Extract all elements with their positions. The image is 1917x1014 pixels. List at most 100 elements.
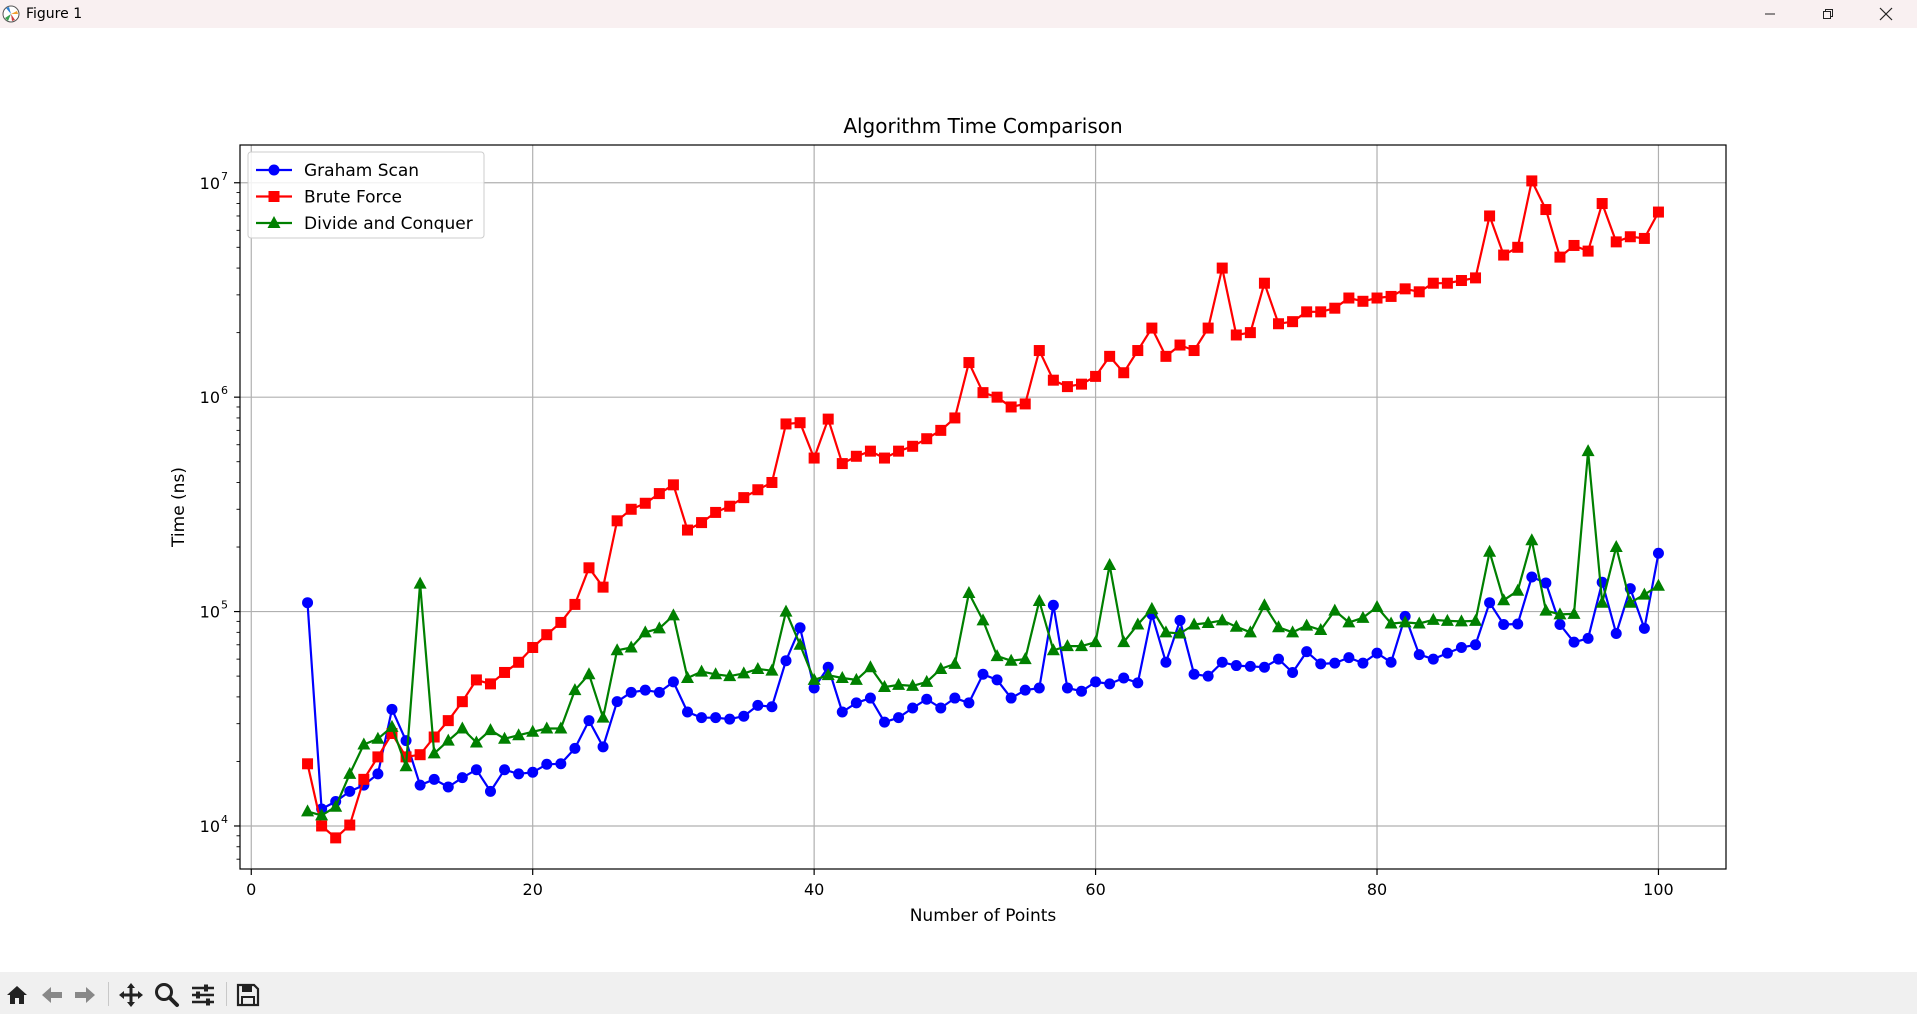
data-point	[780, 418, 792, 430]
data-point	[1061, 682, 1073, 694]
data-point	[1512, 241, 1524, 253]
data-point	[1273, 653, 1285, 665]
home-button[interactable]	[2, 980, 32, 1010]
data-point	[1202, 670, 1214, 682]
close-icon	[1879, 7, 1893, 21]
data-point	[737, 666, 751, 679]
data-point	[1314, 623, 1328, 636]
data-point	[1146, 322, 1158, 334]
data-point	[499, 666, 511, 678]
data-point	[1371, 292, 1383, 304]
zoom-icon	[155, 983, 179, 1007]
back-button[interactable]	[37, 980, 67, 1010]
legend-label: Brute Force	[304, 188, 402, 208]
data-point	[877, 679, 891, 692]
data-point	[893, 712, 905, 724]
series-brute-force	[302, 175, 1664, 844]
data-point	[1426, 612, 1440, 625]
data-point	[555, 616, 567, 628]
data-point	[414, 779, 426, 791]
data-point	[1610, 628, 1622, 640]
data-point	[822, 413, 834, 425]
data-point	[268, 191, 280, 202]
data-point	[1286, 625, 1300, 638]
data-point	[667, 479, 679, 491]
data-point	[1174, 339, 1186, 351]
data-point	[1018, 652, 1032, 665]
data-point	[977, 387, 989, 399]
data-point	[710, 712, 722, 724]
data-point	[1287, 666, 1299, 678]
data-point	[1623, 595, 1637, 608]
data-point	[1470, 272, 1482, 284]
figure-canvas[interactable]: 0 20 40 60 80 100 10 4 10 5 10 6 10 7 Algorithm Time …	[0, 28, 1917, 972]
legend-label: Graham Scan	[304, 161, 419, 181]
matplotlib-logo-icon	[2, 5, 20, 23]
series-line	[306, 553, 1660, 811]
data-point	[934, 661, 948, 674]
data-point	[1595, 595, 1609, 608]
data-point	[611, 515, 623, 527]
data-point	[610, 643, 624, 656]
data-point	[1117, 635, 1131, 648]
data-point	[413, 576, 427, 589]
data-point	[1019, 398, 1031, 410]
close-button[interactable]	[1857, 0, 1915, 28]
data-point	[1272, 620, 1286, 633]
forward-button[interactable]	[70, 980, 100, 1010]
y-tick-label: 10	[200, 817, 220, 836]
pan-button[interactable]	[116, 980, 146, 1010]
data-point	[624, 640, 638, 653]
legend-entry: Divide and Conquer	[256, 214, 473, 234]
data-point	[991, 391, 1003, 403]
data-point	[849, 672, 863, 685]
series-divide-and-conquer	[301, 444, 1665, 821]
data-point	[1498, 249, 1510, 261]
data-point	[1244, 327, 1256, 339]
data-point	[794, 417, 806, 429]
data-point	[386, 727, 398, 739]
data-point	[470, 674, 482, 686]
minimize-icon	[1765, 13, 1775, 15]
minimize-button[interactable]	[1741, 0, 1799, 28]
data-point	[963, 697, 975, 709]
y-tick-label: 10	[200, 388, 220, 407]
data-point	[808, 682, 820, 694]
data-point	[1089, 635, 1103, 648]
data-point	[1413, 649, 1425, 661]
data-point	[1412, 616, 1426, 629]
data-point	[1132, 677, 1144, 689]
data-point	[1060, 639, 1074, 652]
data-point	[1032, 594, 1046, 607]
data-point	[1076, 378, 1088, 390]
zoom-button[interactable]	[152, 980, 182, 1010]
data-point	[1005, 401, 1017, 413]
data-point	[878, 716, 890, 728]
data-point	[597, 741, 609, 753]
data-point	[907, 440, 919, 452]
data-point	[836, 706, 848, 718]
data-point	[752, 484, 764, 496]
data-point	[1160, 656, 1172, 668]
back-icon	[42, 987, 62, 1003]
data-point	[935, 424, 947, 436]
data-point	[268, 164, 280, 176]
restore-button[interactable]	[1799, 0, 1857, 28]
configure-button[interactable]	[188, 980, 218, 1010]
save-button[interactable]	[233, 980, 263, 1010]
data-point	[498, 731, 512, 744]
data-point	[442, 715, 454, 727]
data-point	[1202, 322, 1214, 334]
data-point	[1357, 657, 1369, 669]
data-point	[1033, 682, 1045, 694]
data-point	[653, 488, 665, 500]
data-point	[1145, 601, 1159, 614]
data-point	[371, 731, 385, 744]
data-point	[1287, 316, 1299, 328]
data-point	[696, 712, 708, 724]
data-point	[1652, 547, 1664, 559]
data-point	[990, 649, 1004, 662]
data-point	[1539, 603, 1553, 616]
data-point	[1315, 658, 1327, 670]
